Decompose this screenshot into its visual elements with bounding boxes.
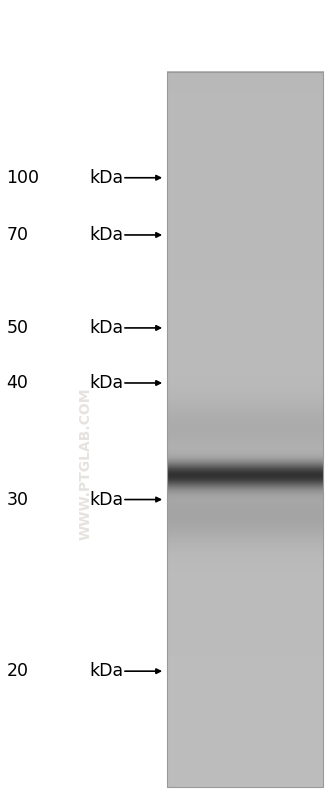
Bar xyxy=(167,72,323,787)
Text: WWW.PTGLAB.COM: WWW.PTGLAB.COM xyxy=(79,388,93,539)
Text: 100: 100 xyxy=(7,169,40,187)
Text: kDa: kDa xyxy=(89,662,123,680)
Text: 50: 50 xyxy=(7,319,29,337)
Text: 20: 20 xyxy=(7,662,29,680)
Text: kDa: kDa xyxy=(89,374,123,392)
Text: kDa: kDa xyxy=(89,319,123,337)
Text: kDa: kDa xyxy=(89,169,123,187)
Text: 30: 30 xyxy=(7,491,29,508)
Text: kDa: kDa xyxy=(89,226,123,244)
Text: 40: 40 xyxy=(7,374,28,392)
Text: 70: 70 xyxy=(7,226,29,244)
Text: kDa: kDa xyxy=(89,491,123,508)
